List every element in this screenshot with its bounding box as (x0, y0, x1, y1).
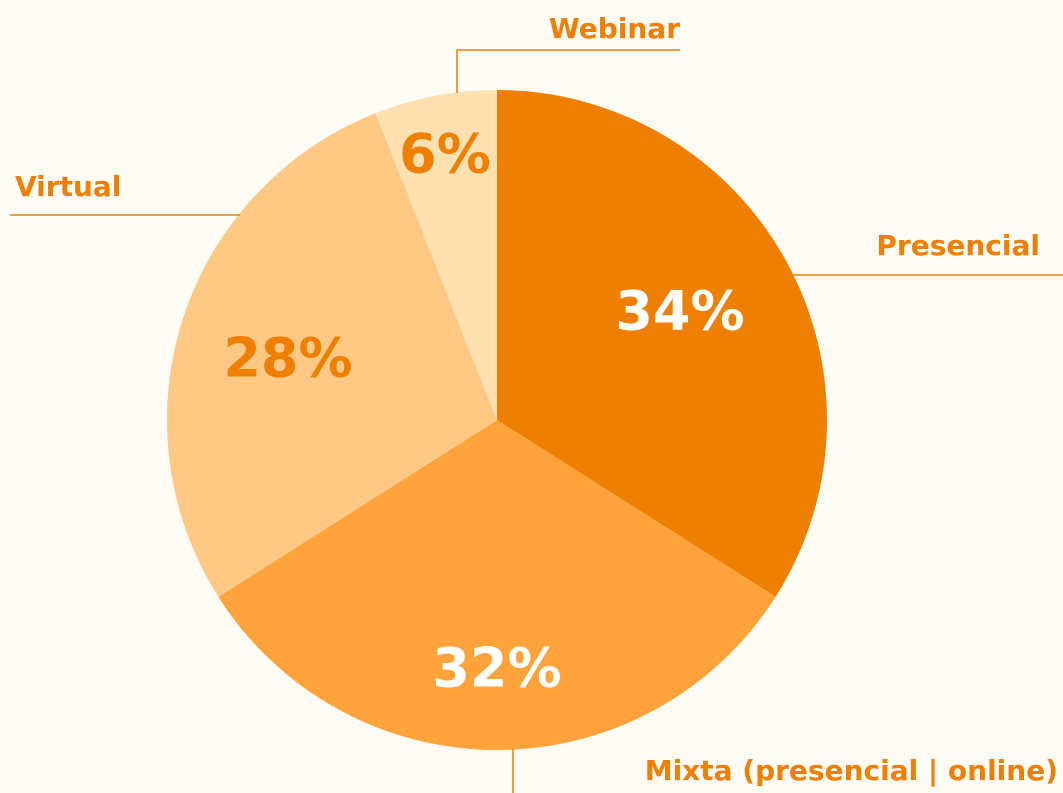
category-label: Presencial (876, 229, 1040, 262)
category-label: Virtual (15, 170, 121, 203)
value-label: 28% (223, 327, 352, 390)
pie-slice (166, 113, 497, 597)
value-label: 6% (399, 123, 491, 186)
value-label: 32% (432, 637, 561, 700)
pie-slice (497, 90, 827, 597)
category-label: Webinar (549, 12, 680, 45)
leader-line (456, 49, 680, 93)
category-label: Mixta (presencial | online) (645, 754, 1058, 787)
pie-slice (375, 90, 497, 420)
pie-slice (218, 420, 776, 751)
value-label: 34% (615, 280, 744, 343)
